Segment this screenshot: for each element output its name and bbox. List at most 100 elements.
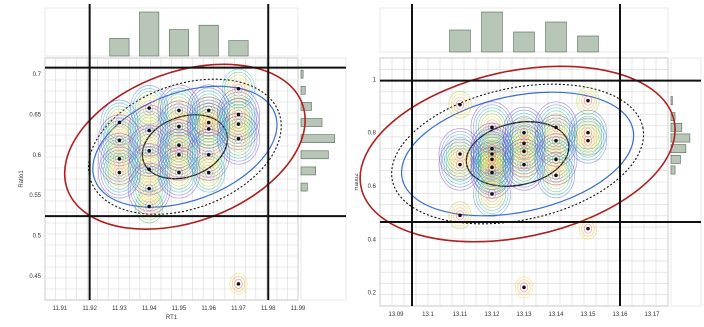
density-contour <box>174 121 184 132</box>
density-contour <box>234 119 243 130</box>
right-histogram-bar <box>300 85 306 95</box>
density-contour <box>551 135 561 146</box>
top-histogram-bar <box>139 11 160 57</box>
data-point <box>458 102 462 107</box>
density-contour <box>169 161 189 184</box>
density-contour <box>571 112 605 153</box>
top-histogram-bar <box>577 35 599 53</box>
right-histogram-bar <box>670 133 691 143</box>
density-contour <box>234 278 243 289</box>
top-histogram-bar <box>545 21 567 53</box>
y-tick-label: 1 <box>373 77 377 83</box>
density-contour <box>224 71 253 106</box>
density-contour <box>194 112 223 146</box>
density-contour <box>485 146 499 162</box>
data-point <box>522 141 526 146</box>
data-point <box>177 124 181 129</box>
confidence-ellipse <box>400 91 635 217</box>
data-point <box>490 170 494 175</box>
density-contour <box>509 134 539 169</box>
density-contour <box>578 89 598 112</box>
confidence-ellipse <box>88 78 282 215</box>
density-contour <box>519 127 529 138</box>
density-contour <box>229 272 248 295</box>
data-point <box>177 153 181 157</box>
density-contour <box>544 145 568 174</box>
density-contour <box>172 118 186 135</box>
x-tick-label: 13.14 <box>548 312 564 318</box>
density-contour <box>199 143 218 166</box>
data-point <box>177 108 181 113</box>
density-contour <box>105 141 134 176</box>
x-tick-label: 11.98 <box>261 306 276 312</box>
density-contour <box>544 161 568 190</box>
data-point <box>147 106 151 110</box>
density-contour <box>583 95 593 106</box>
right-chart-panel: 13.09 13.1 13.11 13.12 13.13 13.14 13.15 13.16 1… <box>354 0 704 322</box>
data-point <box>490 165 494 170</box>
density-contour <box>578 217 598 240</box>
density-contour <box>470 133 514 186</box>
density-contour <box>137 174 161 203</box>
right-density-scatter-chart: 13.09 13.1 13.11 13.12 13.13 13.14 13.15 13.16 1… <box>354 4 702 318</box>
density-contour <box>234 83 243 94</box>
density-contour <box>234 133 243 144</box>
density-contour <box>517 156 531 173</box>
density-contour <box>226 74 251 103</box>
density-contour <box>502 106 546 159</box>
density-contour <box>453 156 467 173</box>
data-point <box>522 285 526 290</box>
density-contour <box>448 201 472 230</box>
data-point <box>554 173 558 178</box>
density-contour <box>221 68 255 109</box>
y-tick-label: 0.65 <box>29 112 41 118</box>
x-tick-label: 11.94 <box>142 306 157 312</box>
top-histogram-bar <box>481 11 503 53</box>
data-point <box>586 226 590 231</box>
density-contour <box>221 104 255 145</box>
density-contour <box>110 129 129 152</box>
density-contour <box>219 101 258 148</box>
x-tick-label: 13.13 <box>516 312 532 318</box>
y-tick-label: 0.45 <box>29 274 41 280</box>
density-contour <box>583 127 593 138</box>
right-histogram-bar <box>300 102 312 111</box>
x-tick-label: 13.15 <box>580 312 596 318</box>
density-contour <box>224 107 253 142</box>
y-tick-label: 0.7 <box>33 72 42 78</box>
density-contour <box>546 164 566 187</box>
data-point <box>522 162 526 167</box>
right-histogram-bar <box>670 122 683 132</box>
density-contour <box>450 93 470 116</box>
density-contour <box>97 114 141 167</box>
data-point <box>490 157 494 162</box>
data-point <box>586 138 590 143</box>
right-histogram-bar <box>670 154 681 164</box>
y-tick-label: 0.5 <box>33 233 42 239</box>
data-point <box>117 120 122 125</box>
data-point <box>490 192 494 196</box>
density-contour <box>546 129 566 152</box>
density-contour <box>231 275 246 292</box>
density-contour <box>502 138 546 191</box>
data-point <box>147 204 151 209</box>
x-tick-label: 11.93 <box>112 306 127 312</box>
density-contour <box>192 152 226 193</box>
density-contour <box>455 210 465 221</box>
density-contour <box>453 146 467 162</box>
density-contour <box>583 223 593 234</box>
top-histogram-bar <box>109 38 130 57</box>
density-contour <box>142 161 156 178</box>
data-point <box>236 282 241 286</box>
density-contour <box>549 119 563 136</box>
density-contour <box>142 198 156 215</box>
density-contour <box>576 86 600 115</box>
density-contour <box>110 147 129 170</box>
density-contour <box>537 152 575 199</box>
y-tick-label: 0.55 <box>29 193 41 199</box>
density-contour <box>100 135 139 182</box>
right-histogram-area <box>670 57 702 307</box>
density-contour <box>145 183 154 194</box>
density-contour <box>142 180 156 197</box>
y-tick-label: 0.6 <box>33 153 42 159</box>
